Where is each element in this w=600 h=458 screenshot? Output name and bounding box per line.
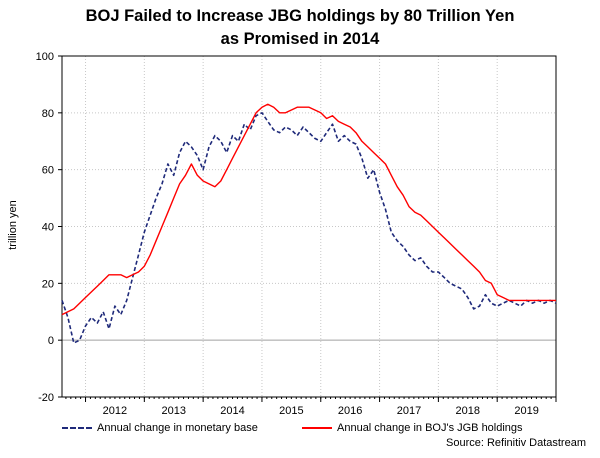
y-tick-label: 20 xyxy=(42,278,54,290)
x-tick-label: 2017 xyxy=(397,405,421,417)
axes xyxy=(58,55,557,402)
y-tick-label: 60 xyxy=(42,165,54,177)
series-line-monetary-base xyxy=(61,112,557,344)
x-tick-label: 2012 xyxy=(103,405,127,417)
data-series xyxy=(61,103,557,344)
chart-title-line2: as Promised in 2014 xyxy=(220,30,380,48)
source-note: Source: Refinitiv Datastream xyxy=(446,437,586,449)
x-tick-label: 2013 xyxy=(161,405,185,417)
series-line-jgb-holdings xyxy=(61,103,556,316)
x-tick-label: 2019 xyxy=(514,405,538,417)
x-tick-label: 2018 xyxy=(456,405,480,417)
legend-label-jgb-holdings: Annual change in BOJ's JGB holdings xyxy=(337,422,523,434)
legend-swatch-jgb-holdings xyxy=(302,427,332,430)
chart-title-line1: BOJ Failed to Increase JBG holdings by 8… xyxy=(85,7,515,25)
grid-lines xyxy=(62,56,556,397)
legend-item-monetary-base: Annual change in monetary base xyxy=(62,421,258,435)
y-tick-label: 80 xyxy=(42,108,54,120)
y-tick-label: 100 xyxy=(36,51,54,63)
x-tick-label: 2014 xyxy=(220,405,244,417)
legend-item-jgb-holdings: Annual change in BOJ's JGB holdings xyxy=(302,421,523,435)
x-tick-label: 2016 xyxy=(338,405,362,417)
y-tick-label: -20 xyxy=(38,392,54,404)
y-tick-label: 0 xyxy=(48,335,54,347)
chart-title: BOJ Failed to Increase JBG holdings by 8… xyxy=(0,5,600,51)
x-tick-label: 2015 xyxy=(279,405,303,417)
legend-swatch-monetary-base xyxy=(62,427,92,430)
tick-labels: -20 0 20 40 60 80 100 2012 2013 2014 2015 2016 2017 2… xyxy=(36,51,539,417)
y-tick-label: 40 xyxy=(42,222,54,234)
plot-frame xyxy=(61,55,557,398)
legend-label-monetary-base: Annual change in monetary base xyxy=(97,422,258,434)
y-axis-label: trillion yen xyxy=(7,200,19,250)
